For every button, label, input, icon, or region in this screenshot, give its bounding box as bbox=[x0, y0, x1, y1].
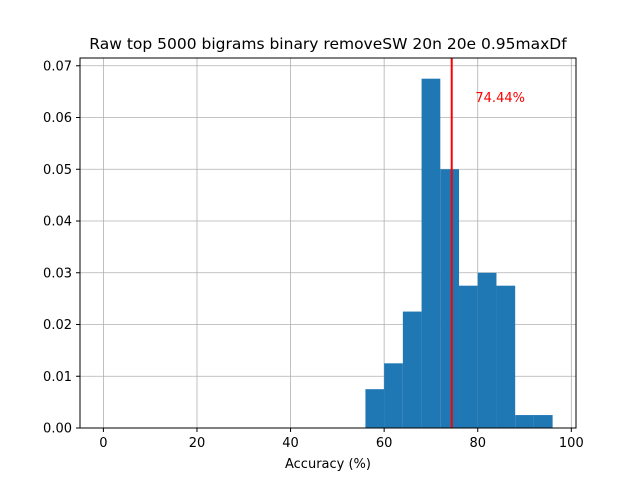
y-tick-label: 0.04 bbox=[43, 215, 72, 230]
histogram-bar bbox=[384, 363, 403, 428]
x-tick-label: 20 bbox=[189, 436, 206, 451]
plot-frame bbox=[79, 57, 577, 429]
x-tick-label: 40 bbox=[282, 436, 299, 451]
x-tick-label: 80 bbox=[469, 436, 486, 451]
x-tick-label: 0 bbox=[99, 436, 107, 451]
histogram-bars bbox=[365, 78, 553, 429]
histogram-bar bbox=[477, 272, 497, 428]
y-tick-label: 0.07 bbox=[43, 59, 72, 74]
histogram-bar bbox=[496, 285, 516, 428]
histogram-bar bbox=[515, 415, 534, 428]
x-axis-ticks: 0 20 40 60 80 100 bbox=[99, 428, 584, 451]
histogram-bar bbox=[421, 78, 441, 428]
x-tick-label: 60 bbox=[376, 436, 393, 451]
histogram-bar bbox=[533, 415, 553, 428]
y-tick-label: 0.02 bbox=[43, 318, 72, 333]
chart-title: Raw top 5000 bigrams binary removeSW 20n… bbox=[89, 35, 567, 53]
histogram-bar bbox=[440, 169, 460, 429]
histogram-bar bbox=[365, 389, 385, 428]
x-axis-label: Accuracy (%) bbox=[285, 457, 371, 472]
y-tick-label: 0.06 bbox=[43, 111, 72, 126]
y-tick-label: 0.00 bbox=[43, 422, 72, 437]
mean-annotation: 74.44% bbox=[475, 91, 525, 106]
x-tick-label: 100 bbox=[559, 436, 584, 451]
histogram-bar bbox=[459, 285, 478, 428]
histogram-bar bbox=[402, 311, 422, 428]
y-tick-label: 0.05 bbox=[43, 163, 72, 178]
y-tick-label: 0.03 bbox=[43, 266, 72, 281]
grid bbox=[80, 58, 576, 429]
y-axis-ticks: 0.00 0.01 0.02 0.03 0.04 0.05 0.06 0.07 bbox=[43, 59, 80, 437]
y-tick-label: 0.01 bbox=[43, 370, 72, 385]
